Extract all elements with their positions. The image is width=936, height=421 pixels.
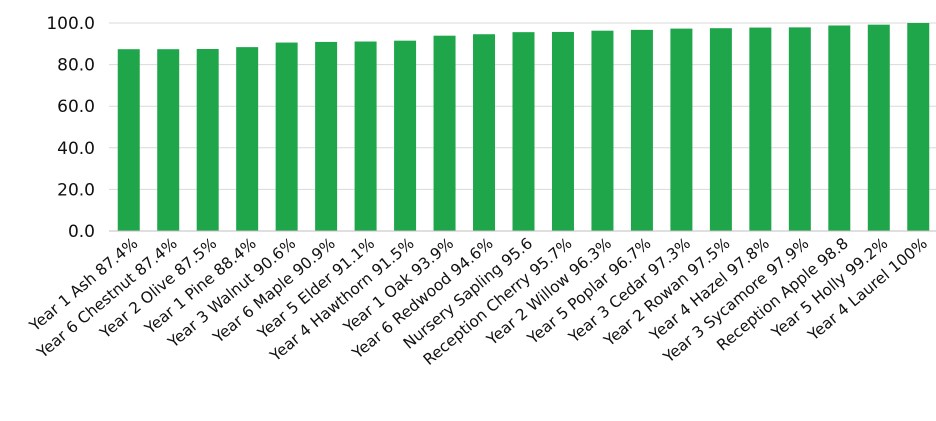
bar: [157, 49, 180, 231]
bar: [236, 47, 259, 232]
bar: [394, 40, 417, 232]
y-tick-label: 60.0: [57, 97, 95, 117]
bar: [354, 41, 377, 232]
bar: [709, 28, 732, 232]
bar: [867, 24, 890, 231]
y-tick-label: 40.0: [57, 139, 95, 159]
bar: [907, 23, 930, 231]
bar: [512, 32, 535, 231]
y-tick-label: 0.0: [68, 222, 95, 242]
bar: [433, 35, 456, 231]
bar: [630, 29, 653, 232]
bar: [551, 31, 574, 231]
y-tick-label: 20.0: [57, 180, 95, 200]
bar: [315, 41, 338, 231]
bar: [788, 27, 811, 232]
bar: [749, 27, 772, 231]
bar: [117, 49, 140, 231]
bar: [828, 25, 851, 231]
bar: [670, 28, 693, 232]
y-tick-label: 80.0: [57, 56, 95, 76]
bar: [473, 34, 496, 232]
bar: [196, 49, 219, 231]
y-tick-label: 100.0: [46, 14, 95, 34]
bar: [275, 42, 298, 231]
bar: [591, 30, 614, 231]
